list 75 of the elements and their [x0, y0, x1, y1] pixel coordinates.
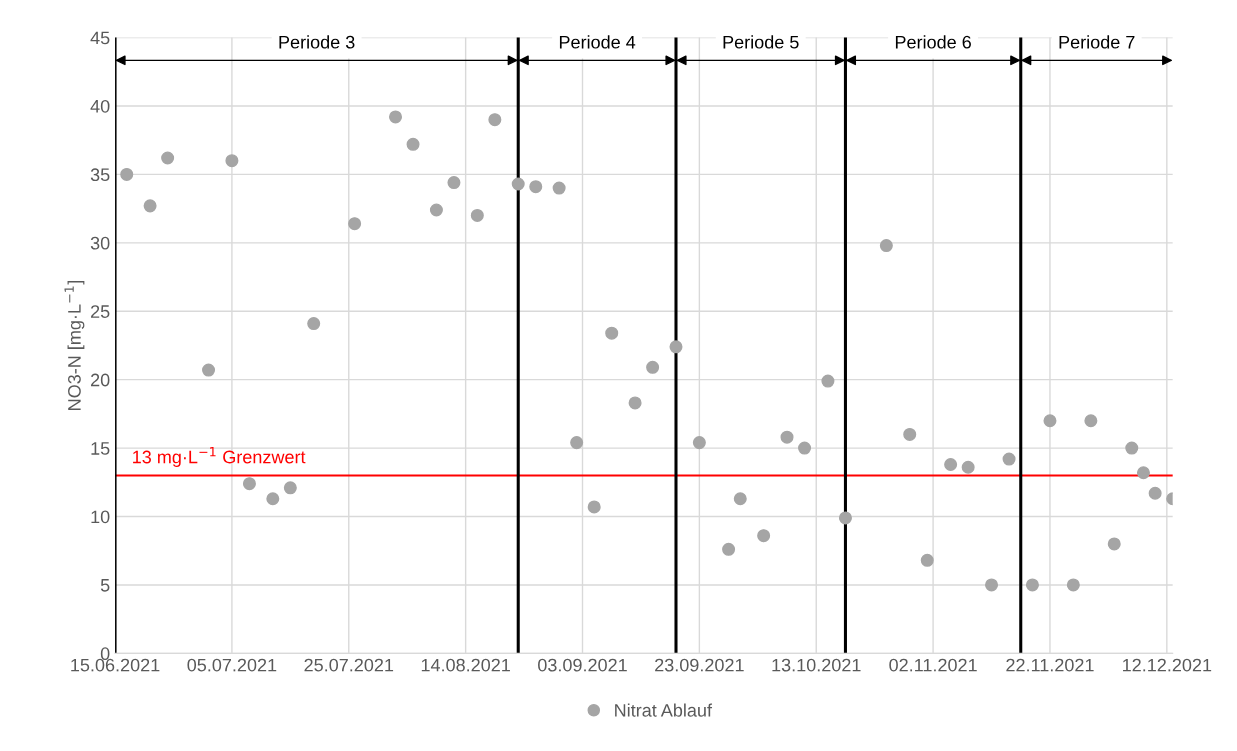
point	[529, 180, 543, 194]
point	[798, 441, 812, 455]
point	[587, 500, 601, 514]
point	[838, 511, 852, 525]
annotation: Periode 6	[895, 35, 971, 49]
point	[628, 396, 642, 410]
point	[757, 529, 771, 543]
point	[1066, 578, 1080, 592]
y-tick-label: 5	[100, 579, 110, 592]
annotation: Periode 5	[723, 35, 799, 49]
point	[447, 176, 461, 190]
point	[944, 458, 958, 472]
point	[406, 137, 420, 151]
point	[879, 239, 893, 253]
ref-line-label: 13 mg·L$^{−1}$ Grenzwert	[133, 447, 306, 467]
legend-label: Nitrat Ablauf	[615, 703, 713, 717]
point	[488, 113, 502, 127]
point	[266, 492, 280, 506]
point	[903, 427, 917, 441]
x-tick-label: 25.07.2021	[304, 658, 394, 672]
y-tick-label: 20	[91, 373, 110, 387]
point	[722, 542, 736, 556]
point	[605, 326, 619, 340]
annotation: Periode 3	[279, 35, 355, 49]
point	[348, 217, 362, 231]
point	[143, 199, 157, 213]
point	[780, 430, 794, 444]
point	[920, 553, 934, 567]
point	[570, 436, 584, 450]
point	[961, 460, 975, 474]
annotation: Periode 7	[1059, 35, 1135, 49]
point	[1043, 414, 1057, 428]
point	[733, 492, 747, 506]
point	[1107, 537, 1121, 551]
annotation: Periode 4	[559, 35, 636, 49]
x-tick-label: 05.07.2021	[187, 658, 277, 672]
point	[307, 317, 321, 331]
point	[120, 167, 134, 181]
y-tick-label: 15	[91, 442, 110, 455]
point	[646, 360, 660, 374]
y-tick-label: 35	[90, 168, 110, 182]
point	[242, 477, 256, 491]
point	[1136, 466, 1150, 480]
point	[470, 208, 484, 222]
point	[1025, 578, 1039, 592]
x-tick-label: 23.09.2021	[655, 658, 744, 672]
x-tick-label: 03.09.2021	[538, 658, 627, 672]
point	[389, 110, 403, 124]
x-tick-label: 13.10.2021	[772, 658, 861, 672]
point	[1002, 452, 1016, 466]
point	[429, 203, 443, 217]
point	[1148, 486, 1162, 500]
x-tick-label: 15.06.2021	[71, 658, 160, 672]
point	[225, 154, 239, 168]
point	[692, 436, 706, 450]
point	[821, 374, 835, 388]
point	[552, 181, 566, 195]
point	[161, 151, 175, 165]
y-tick-label: 45	[90, 31, 110, 45]
point	[511, 177, 525, 191]
x-tick-label: 22.11.2021	[1006, 658, 1094, 672]
x-tick-label: 02.11.2021	[889, 658, 977, 672]
point	[985, 578, 999, 592]
point	[202, 363, 216, 377]
y-axis-title: NO3-N [mg·L$^{−1}$]	[64, 280, 85, 410]
y-tick-label: 10	[91, 510, 110, 524]
point	[669, 340, 683, 354]
x-tick-label: 14.08.2021	[421, 658, 510, 672]
y-tick-label: 30	[90, 236, 110, 250]
point	[283, 481, 297, 495]
point	[1125, 441, 1139, 455]
y-tick-label: 25	[91, 305, 110, 318]
point	[1084, 414, 1098, 428]
y-tick-label: 40	[90, 99, 110, 113]
x-tick-label: 12.12.2021	[1123, 658, 1212, 672]
